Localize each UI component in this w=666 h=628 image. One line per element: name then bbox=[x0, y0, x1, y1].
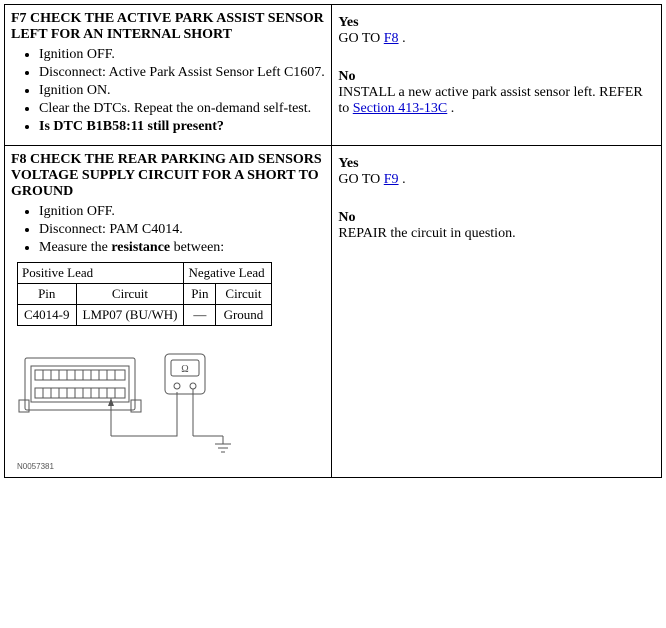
answer-no-block: No REPAIR the circuit in question. bbox=[338, 210, 655, 242]
leads-sub-circuit: Circuit bbox=[216, 284, 271, 305]
bullet-item: Ignition OFF. bbox=[39, 204, 325, 220]
svg-text:Ω: Ω bbox=[181, 364, 188, 375]
answer-no-text: REPAIR the circuit in question. bbox=[338, 226, 655, 242]
answer-yes-text: GO TO F9 . bbox=[338, 172, 655, 188]
bullet-suffix: between: bbox=[170, 240, 224, 255]
answer-suffix: . bbox=[399, 31, 406, 46]
bullet-item: Disconnect: PAM C4014. bbox=[39, 222, 325, 238]
diagram-ref-number: N0057381 bbox=[17, 462, 325, 471]
bullet-item: Measure the resistance between: bbox=[39, 240, 325, 256]
bullet-item: Disconnect: Active Park Assist Sensor Le… bbox=[39, 65, 325, 81]
leads-sub-pin: Pin bbox=[18, 284, 77, 305]
answer-prefix: GO TO bbox=[338, 172, 383, 187]
answer-yes-block: Yes GO TO F9 . bbox=[338, 156, 655, 188]
step-right-f8: Yes GO TO F9 . No REPAIR the circuit in … bbox=[332, 146, 662, 478]
answer-suffix: . bbox=[399, 172, 406, 187]
leads-cell-neg-pin: — bbox=[184, 305, 216, 326]
answer-yes-label: Yes bbox=[338, 156, 655, 172]
step-row-f8: F8 CHECK THE REAR PARKING AID SENSORS VO… bbox=[5, 146, 662, 478]
diagnostic-table: F7 CHECK THE ACTIVE PARK ASSIST SENSOR L… bbox=[4, 4, 662, 478]
bullet-item: Clear the DTCs. Repeat the on-demand sel… bbox=[39, 101, 325, 117]
leads-cell-pos-circuit: LMP07 (BU/WH) bbox=[76, 305, 184, 326]
step-right-f7: Yes GO TO F8 . No INSTALL a new active p… bbox=[332, 5, 662, 146]
step-left-f8: F8 CHECK THE REAR PARKING AID SENSORS VO… bbox=[5, 146, 332, 478]
step-title: F8 CHECK THE REAR PARKING AID SENSORS VO… bbox=[11, 152, 325, 200]
answer-no-text: INSTALL a new active park assist sensor … bbox=[338, 85, 655, 117]
answer-prefix: REPAIR the circuit in question. bbox=[338, 226, 515, 241]
leads-cell-pos-pin: C4014-9 bbox=[18, 305, 77, 326]
step-row-f7: F7 CHECK THE ACTIVE PARK ASSIST SENSOR L… bbox=[5, 5, 662, 146]
bullet-bold: resistance bbox=[111, 240, 170, 255]
answer-yes-text: GO TO F8 . bbox=[338, 31, 655, 47]
connector-diagram: Ω bbox=[17, 340, 325, 460]
answer-prefix: GO TO bbox=[338, 31, 383, 46]
step-left-f7: F7 CHECK THE ACTIVE PARK ASSIST SENSOR L… bbox=[5, 5, 332, 146]
link-section-413-13c[interactable]: Section 413-13C bbox=[353, 101, 448, 116]
leads-cell-neg-circuit: Ground bbox=[216, 305, 271, 326]
bullet-item: Ignition ON. bbox=[39, 83, 325, 99]
step-title: F7 CHECK THE ACTIVE PARK ASSIST SENSOR L… bbox=[11, 11, 325, 43]
answer-suffix: . bbox=[447, 101, 454, 116]
link-f9[interactable]: F9 bbox=[384, 172, 399, 187]
ohmmeter-diagram-svg: Ω bbox=[17, 340, 257, 460]
answer-no-label: No bbox=[338, 210, 655, 226]
answer-no-label: No bbox=[338, 69, 655, 85]
answer-yes-block: Yes GO TO F8 . bbox=[338, 15, 655, 47]
answer-no-block: No INSTALL a new active park assist sens… bbox=[338, 69, 655, 117]
leads-header-positive: Positive Lead bbox=[18, 263, 184, 284]
leads-sub-pin: Pin bbox=[184, 284, 216, 305]
answer-yes-label: Yes bbox=[338, 15, 655, 31]
bullet-item: Ignition OFF. bbox=[39, 47, 325, 63]
link-f8[interactable]: F8 bbox=[384, 31, 399, 46]
leads-table: Positive Lead Negative Lead Pin Circuit … bbox=[17, 262, 272, 326]
leads-header-negative: Negative Lead bbox=[184, 263, 271, 284]
step-bullets-f7: Ignition OFF. Disconnect: Active Park As… bbox=[11, 47, 325, 135]
bullet-prefix: Measure the bbox=[39, 240, 111, 255]
bullet-item-question: Is DTC B1B58:11 still present? bbox=[39, 119, 325, 135]
leads-sub-circuit: Circuit bbox=[76, 284, 184, 305]
step-bullets-f8: Ignition OFF. Disconnect: PAM C4014. Mea… bbox=[11, 204, 325, 256]
